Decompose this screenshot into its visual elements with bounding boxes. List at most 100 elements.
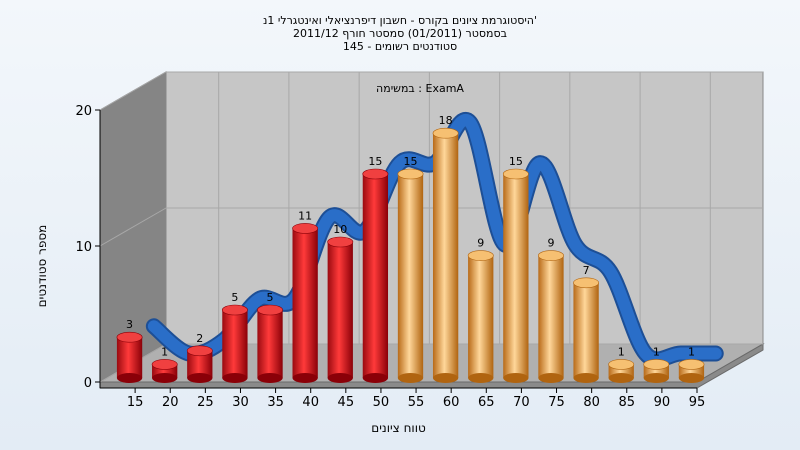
bar-base [538, 373, 564, 383]
bar-top [432, 127, 459, 139]
y-axis-title: מספר סטודנטים [35, 225, 49, 308]
bar-value-label: 7 [583, 264, 590, 277]
y-tick-label: 20 [75, 104, 92, 119]
bar-top [151, 359, 178, 370]
bar-value-label: 9 [547, 237, 554, 250]
bar-base [573, 373, 599, 383]
chart-title-line1: היסטוגרמת ציונים בקורס - חשבון דיפרנציאל… [262, 14, 538, 27]
bar-top [502, 168, 529, 180]
bar [397, 168, 424, 383]
bar [151, 359, 178, 383]
bar [467, 250, 494, 383]
bar [538, 250, 564, 383]
bar [327, 236, 354, 383]
bar-base [362, 373, 389, 383]
bar-base [678, 373, 705, 383]
bar [257, 304, 283, 383]
x-tick-label: 30 [232, 395, 249, 410]
bar [432, 127, 459, 383]
bar-top [608, 359, 635, 370]
x-tick-label: 35 [267, 395, 284, 410]
bar-body [362, 174, 389, 378]
bar-top [327, 236, 354, 248]
x-tick-label: 95 [689, 395, 706, 410]
bar-base [152, 373, 178, 383]
x-tick-label: 40 [302, 395, 319, 410]
x-tick-label: 50 [373, 395, 390, 410]
bar-body [327, 242, 353, 378]
bar-body [538, 255, 564, 378]
x-tick-label: 65 [478, 395, 495, 410]
bar-value-label: 10 [333, 223, 347, 236]
bar-body [397, 174, 424, 378]
bar-base [468, 373, 494, 383]
bar-body [222, 310, 248, 378]
x-tick-label: 85 [618, 395, 635, 410]
gridline-wall [99, 207, 167, 247]
bar [221, 304, 248, 383]
x-tick-label: 90 [654, 395, 671, 410]
bar-value-label: 15 [404, 155, 418, 168]
bar-top [116, 331, 143, 343]
bar-body [116, 337, 143, 378]
x-axis-title: טווח ציונים [371, 421, 426, 435]
bar-base [643, 373, 669, 383]
bar [186, 345, 213, 383]
x-tick-label: 60 [443, 395, 460, 410]
bar [643, 359, 670, 383]
chart-title-line2: בסמסטר (01/2011) סמסטר חורף 2011/12 [293, 27, 507, 40]
x-tick-label: 55 [408, 395, 425, 410]
bar-value-label: 1 [161, 345, 168, 358]
bar-body [573, 282, 599, 378]
bar-body [292, 228, 318, 378]
bar [678, 359, 705, 383]
bar-value-label: 18 [439, 114, 453, 127]
bar-value-label: 11 [298, 209, 312, 222]
x-tick-label: 20 [162, 395, 179, 410]
x-tick-label: 45 [338, 395, 355, 410]
bar-top [643, 359, 670, 370]
x-tick-label: 75 [548, 395, 565, 410]
bar-top [257, 304, 283, 316]
bar-base [327, 373, 353, 383]
bar-base [187, 373, 213, 383]
bar-base [257, 373, 283, 383]
y-tick-label: 0 [84, 376, 92, 391]
bar-value-label: 3 [126, 318, 133, 331]
bar-base [292, 373, 318, 383]
bar-body [257, 310, 283, 378]
bar-top [186, 345, 213, 357]
bar-top [362, 168, 389, 180]
bar-top [678, 359, 705, 370]
bar [608, 359, 635, 383]
bar-value-label: 15 [368, 155, 382, 168]
bar-base [608, 373, 634, 383]
bar-top [397, 168, 424, 180]
bar-body [432, 133, 459, 378]
bar [502, 168, 529, 383]
bar-top [292, 223, 319, 234]
bar-value-label: 5 [267, 291, 274, 304]
bar-base [116, 373, 143, 383]
chart-title-line3: סטודנטים רשומים - 145 [342, 40, 458, 53]
bar-value-label: 1 [618, 345, 625, 358]
bar [116, 331, 143, 383]
bar-top [467, 250, 494, 261]
bar [362, 168, 389, 383]
bar-base [222, 373, 248, 383]
bar [573, 277, 600, 383]
y-tick-label: 10 [75, 240, 92, 255]
bar-body [468, 255, 494, 378]
bar-top [221, 304, 248, 316]
exam-annotation: במשימה : ExamA [376, 82, 464, 95]
bar-value-label: 15 [509, 155, 523, 168]
bar [292, 223, 319, 383]
gridline-wall [99, 71, 167, 111]
x-tick-label: 15 [127, 395, 144, 410]
bar-value-label: 1 [688, 345, 695, 358]
bar-base [432, 373, 459, 383]
bar-base [397, 373, 424, 383]
bar-top [573, 277, 600, 289]
